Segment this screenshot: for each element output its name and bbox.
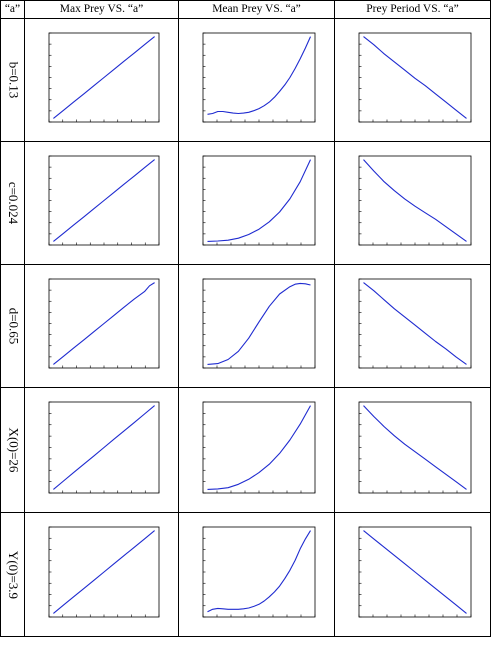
plot-cell <box>335 388 490 512</box>
plot-cell <box>335 142 490 264</box>
col-header-mean-prey: Mean Prey VS. “a” <box>212 3 301 15</box>
line-plot <box>358 401 472 494</box>
plot-frame <box>358 155 472 246</box>
plot-cell <box>25 265 178 387</box>
data-series-line <box>53 36 155 119</box>
plot-cell <box>179 513 334 636</box>
plot-frame <box>202 526 316 618</box>
data-series-line <box>363 530 467 614</box>
results-table: “a” Max Prey VS. “a” Mean Prey VS. “a” P… <box>0 0 491 637</box>
line-plot <box>202 32 316 123</box>
plot-cell <box>25 142 178 264</box>
data-series-line <box>363 159 467 242</box>
data-series-line <box>53 159 155 242</box>
plot-cell <box>179 388 334 512</box>
line-plot <box>48 32 160 123</box>
line-plot <box>48 278 160 369</box>
plot-cell <box>179 265 334 387</box>
plot-cell <box>179 142 334 264</box>
data-series-line <box>53 530 155 614</box>
plot-frame <box>202 155 316 246</box>
data-series-line <box>53 405 155 490</box>
data-series-line <box>363 36 467 119</box>
data-series-line <box>207 159 311 242</box>
data-series-line <box>53 282 155 365</box>
corner-header: “a” <box>4 3 21 15</box>
row-label: X(0)=26 <box>6 427 22 473</box>
line-plot <box>358 278 472 369</box>
data-series-line <box>363 282 467 365</box>
row-label: d=0.65 <box>6 307 21 345</box>
row-label: b=0.13 <box>6 61 21 99</box>
line-plot <box>48 401 160 494</box>
line-plot <box>202 278 316 369</box>
plot-cell <box>25 19 178 141</box>
line-plot <box>48 526 160 618</box>
line-plot <box>48 155 160 246</box>
col-header-prey-period: Prey Period VS. “a” <box>366 3 459 15</box>
row-label: Y(0)=3.9 <box>6 550 22 600</box>
plot-cell <box>25 513 178 636</box>
line-plot <box>202 155 316 246</box>
col-header-max-prey: Max Prey VS. “a” <box>59 3 144 15</box>
line-plot <box>358 32 472 123</box>
data-series-line <box>207 36 312 115</box>
data-series-line <box>207 405 311 490</box>
plot-cell <box>335 19 490 141</box>
data-series-line <box>207 530 311 613</box>
plot-cell <box>335 513 490 636</box>
plot-frame <box>202 401 316 494</box>
line-plot <box>202 401 316 494</box>
data-series-line <box>207 282 311 365</box>
plot-cell <box>25 388 178 512</box>
plot-frame <box>358 401 472 494</box>
line-plot <box>202 526 316 618</box>
data-series-line <box>363 405 467 490</box>
plot-cell <box>179 19 334 141</box>
plot-frame <box>202 278 316 369</box>
line-plot <box>358 155 472 246</box>
plot-cell <box>335 265 490 387</box>
line-plot <box>358 526 472 618</box>
row-label: c=0.024 <box>6 181 22 225</box>
